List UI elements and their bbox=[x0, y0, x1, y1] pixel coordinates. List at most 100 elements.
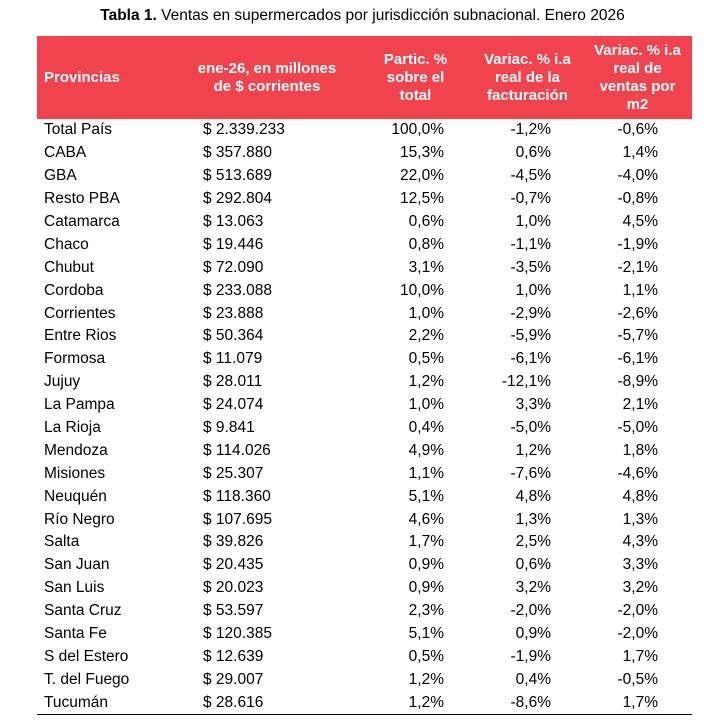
cell-provincia: CABA bbox=[44, 144, 87, 162]
cell-variacion-facturacion: -1,9% bbox=[510, 647, 552, 665]
cell-variacion-m2: -2,0% bbox=[617, 602, 659, 620]
cell-variacion-m2: 3,2% bbox=[622, 579, 658, 597]
cell-participacion: 1,0% bbox=[408, 304, 444, 322]
cell-participacion: 2,2% bbox=[408, 327, 444, 345]
cell-ventas: $ 28.616 bbox=[175, 691, 359, 716]
cell-variacion-m2: 2,1% bbox=[622, 396, 658, 414]
cell-variacion-facturacion: -0,7% bbox=[510, 190, 552, 208]
cell-provincia: Cordoba bbox=[44, 281, 104, 299]
cell-variacion-facturacion: 4,8% bbox=[515, 487, 551, 505]
table-row: Misiones $ 25.307 1,1% -7,6% -4,6% bbox=[37, 462, 692, 485]
cell-ventas: $ 357.880 bbox=[203, 144, 272, 162]
header-line: Provincias bbox=[44, 68, 120, 86]
table-title-label: Tabla 1. bbox=[100, 7, 157, 24]
sales-table: Provincias ene-26, en millones de $ corr… bbox=[37, 36, 692, 716]
cell-variacion-facturacion: 3,3% bbox=[515, 396, 551, 414]
cell-ventas: $ 23.888 bbox=[203, 304, 264, 322]
table-row: Formosa $ 11.079 0,5% -6,1% -6,1% bbox=[37, 348, 692, 371]
cell-variacion-m2: -2,1% bbox=[617, 258, 659, 276]
cell-ventas: $ 9.841 bbox=[203, 419, 255, 437]
cell-provincia: Resto PBA bbox=[44, 190, 120, 208]
cell-ventas: $ 28.011 bbox=[203, 373, 263, 391]
cell-participacion: 1,2% bbox=[408, 670, 444, 688]
header-line: real de la bbox=[494, 68, 561, 86]
table-row: S del Estero $ 12.639 0,5% -1,9% 1,7% bbox=[37, 645, 692, 668]
cell-variacion-facturacion: 1,0% bbox=[515, 281, 551, 299]
cell-variacion-m2: -8,9% bbox=[617, 373, 659, 391]
header-line: ene-26, en millones bbox=[197, 59, 337, 77]
cell-provincia: San Juan bbox=[44, 556, 110, 574]
table-title-text: Ventas en supermercados por jurisdicción… bbox=[161, 7, 625, 24]
cell-participacion: 4,9% bbox=[408, 441, 444, 459]
cell-provincia: La Pampa bbox=[44, 396, 115, 414]
cell-provincia: Total País bbox=[44, 121, 113, 139]
cell-variacion-facturacion: 2,5% bbox=[515, 533, 551, 551]
cell-ventas: $ 513.689 bbox=[203, 167, 272, 185]
cell-ventas: $ 24.074 bbox=[203, 396, 264, 414]
header-line: de $ corrientes bbox=[213, 77, 321, 95]
cell-variacion-m2: -6,1% bbox=[617, 350, 659, 368]
cell-participacion: 4,6% bbox=[408, 510, 444, 528]
cell-participacion: 22,0% bbox=[400, 167, 444, 185]
cell-variacion-m2: 4,5% bbox=[622, 213, 658, 230]
cell-variacion-m2: 1,7% bbox=[583, 691, 692, 716]
cell-variacion-facturacion: 0,6% bbox=[515, 556, 551, 574]
cell-participacion: 1,7% bbox=[408, 533, 444, 551]
cell-provincia: Mendoza bbox=[44, 441, 108, 459]
table-row: Catamarca $ 13.063 0,6% 1,0% 4,5% bbox=[37, 211, 692, 234]
cell-provincia: Tucumán bbox=[37, 691, 175, 716]
header-line: ventas por bbox=[599, 77, 676, 95]
cell-variacion-facturacion: -2,0% bbox=[510, 602, 552, 620]
cell-ventas: $ 20.435 bbox=[203, 556, 264, 574]
cell-participacion: 1,2% bbox=[359, 691, 472, 716]
cell-variacion-m2: 1,3% bbox=[622, 510, 658, 528]
cell-variacion-facturacion: 0,6% bbox=[515, 144, 551, 162]
cell-variacion-m2: 1,8% bbox=[622, 441, 658, 459]
cell-participacion: 5,1% bbox=[408, 625, 444, 643]
cell-participacion: 0,9% bbox=[408, 556, 444, 574]
header-line: m2 bbox=[626, 95, 649, 113]
cell-provincia: Chaco bbox=[44, 235, 89, 253]
header-var-m2: Variac. % i.a real de ventas por m2 bbox=[583, 36, 692, 119]
header-line: total bbox=[399, 86, 432, 104]
cell-variacion-facturacion: -2,9% bbox=[510, 304, 552, 322]
cell-variacion-facturacion: -6,1% bbox=[510, 350, 552, 368]
cell-provincia: Chubut bbox=[44, 258, 94, 276]
cell-provincia: Salta bbox=[44, 533, 80, 551]
cell-variacion-m2: -0,5% bbox=[617, 670, 659, 688]
cell-provincia: San Luis bbox=[44, 579, 105, 597]
cell-variacion-m2: -4,6% bbox=[617, 464, 659, 482]
cell-ventas: $ 12.639 bbox=[203, 647, 264, 665]
cell-ventas: $ 50.364 bbox=[203, 327, 264, 345]
table-row: Mendoza $ 114.026 4,9% 1,2% 1,8% bbox=[37, 439, 692, 462]
cell-variacion-facturacion: 0,4% bbox=[515, 670, 551, 688]
table-body: Total País $ 2.339.233 100,0% -1,2% -0,6% CAB… bbox=[37, 119, 692, 716]
header-line: real de bbox=[613, 59, 662, 77]
table-row: Salta $ 39.826 1,7% 2,5% 4,3% bbox=[37, 531, 692, 554]
cell-variacion-facturacion: 0,9% bbox=[515, 625, 551, 643]
cell-provincia: S del Estero bbox=[44, 647, 129, 665]
cell-variacion-facturacion: 3,2% bbox=[515, 579, 551, 597]
cell-ventas: $ 233.088 bbox=[203, 281, 272, 299]
table-row: Jujuy $ 28.011 1,2% -12,1% -8,9% bbox=[37, 371, 692, 394]
table-row: GBA $ 513.689 22,0% -4,5% -4,0% bbox=[37, 165, 692, 188]
table-row: Corrientes $ 23.888 1,0% -2,9% -2,6% bbox=[37, 302, 692, 325]
cell-ventas: $ 107.695 bbox=[203, 510, 272, 528]
cell-provincia: Entre Rios bbox=[44, 327, 117, 345]
cell-ventas: $ 19.446 bbox=[203, 235, 264, 253]
table-row: CABA $ 357.880 15,3% 0,6% 1,4% bbox=[37, 142, 692, 165]
cell-variacion-facturacion: -7,6% bbox=[510, 464, 552, 482]
cell-ventas: $ 53.597 bbox=[203, 602, 264, 620]
cell-ventas: $ 29.007 bbox=[203, 670, 264, 688]
cell-variacion-m2: -2,6% bbox=[617, 304, 659, 322]
table-row: T. del Fuego $ 29.007 1,2% 0,4% -0,5% bbox=[37, 668, 692, 691]
cell-ventas: $ 120.385 bbox=[203, 625, 272, 643]
cell-ventas: $ 39.826 bbox=[203, 533, 264, 551]
header-line: Partic. % bbox=[383, 50, 448, 68]
cell-participacion: 10,0% bbox=[400, 281, 444, 299]
cell-provincia: Santa Cruz bbox=[44, 602, 122, 620]
cell-provincia: Corrientes bbox=[44, 304, 116, 322]
cell-ventas: $ 2.339.233 bbox=[203, 121, 285, 139]
cell-variacion-facturacion: -5,9% bbox=[510, 327, 552, 345]
header-line: facturación bbox=[487, 86, 568, 104]
